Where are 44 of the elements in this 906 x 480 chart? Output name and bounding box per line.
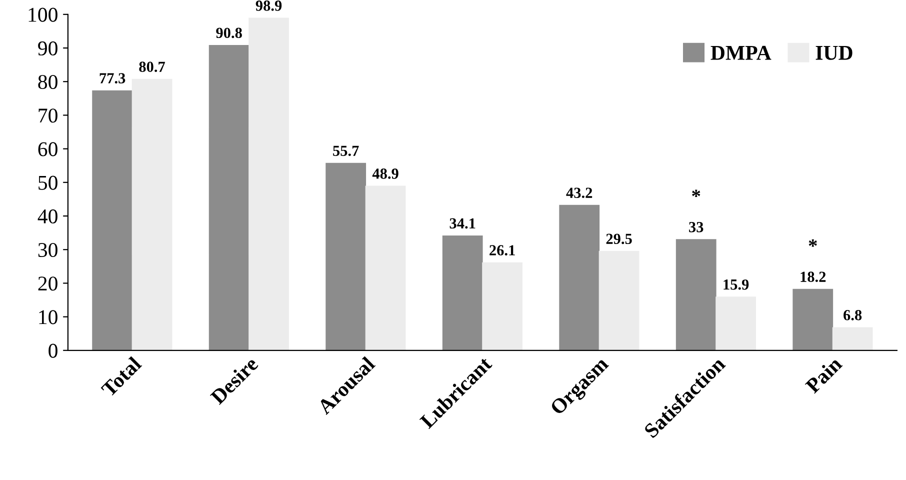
annotation: * — [808, 239, 817, 247]
bar — [442, 235, 483, 350]
y-tick-label: 0 — [48, 344, 58, 358]
data-label: 77.3 — [100, 73, 126, 84]
annotation: * — [692, 190, 700, 198]
bar — [598, 250, 640, 350]
data-label: 90.8 — [216, 28, 242, 38]
data-label: 34.1 — [450, 218, 476, 229]
bar — [208, 44, 250, 350]
y-tick-label: 100 — [28, 8, 58, 22]
data-label: 18.2 — [800, 272, 826, 282]
bar — [365, 186, 406, 350]
data-label: 55.7 — [333, 146, 359, 156]
data-label: 98.9 — [256, 0, 282, 11]
x-tick-label: Pain — [804, 355, 843, 394]
y-tick-label: 20 — [38, 276, 58, 291]
bar — [482, 262, 522, 350]
y-tick-label: 60 — [38, 142, 58, 156]
data-label: 48.9 — [372, 168, 398, 179]
data-label: 29.5 — [606, 234, 632, 244]
data-label: 33 — [689, 222, 704, 232]
legend-label: DMPA — [710, 46, 772, 60]
data-label: 43.2 — [566, 188, 592, 198]
bar — [559, 204, 600, 350]
bar — [792, 288, 834, 350]
y-tick-label: 80 — [38, 74, 58, 90]
y-tick-label: 50 — [38, 176, 58, 190]
y-tick-label: 90 — [38, 41, 58, 56]
bar — [132, 78, 172, 350]
data-label: 26.1 — [490, 245, 515, 256]
y-tick-label: 30 — [38, 242, 58, 258]
y-tick-label: 40 — [38, 209, 58, 224]
bar — [92, 90, 133, 350]
data-label: 6.8 — [844, 310, 862, 320]
bar — [676, 239, 716, 350]
y-tick-label: 10 — [39, 310, 58, 324]
bar — [832, 327, 873, 350]
bar — [716, 296, 756, 350]
legend-label: IUD — [816, 46, 852, 60]
bar — [326, 162, 366, 350]
bar — [248, 18, 289, 350]
y-tick-label: 70 — [38, 108, 58, 123]
data-label: 80.7 — [139, 62, 166, 72]
data-label: 15.9 — [724, 279, 749, 290]
